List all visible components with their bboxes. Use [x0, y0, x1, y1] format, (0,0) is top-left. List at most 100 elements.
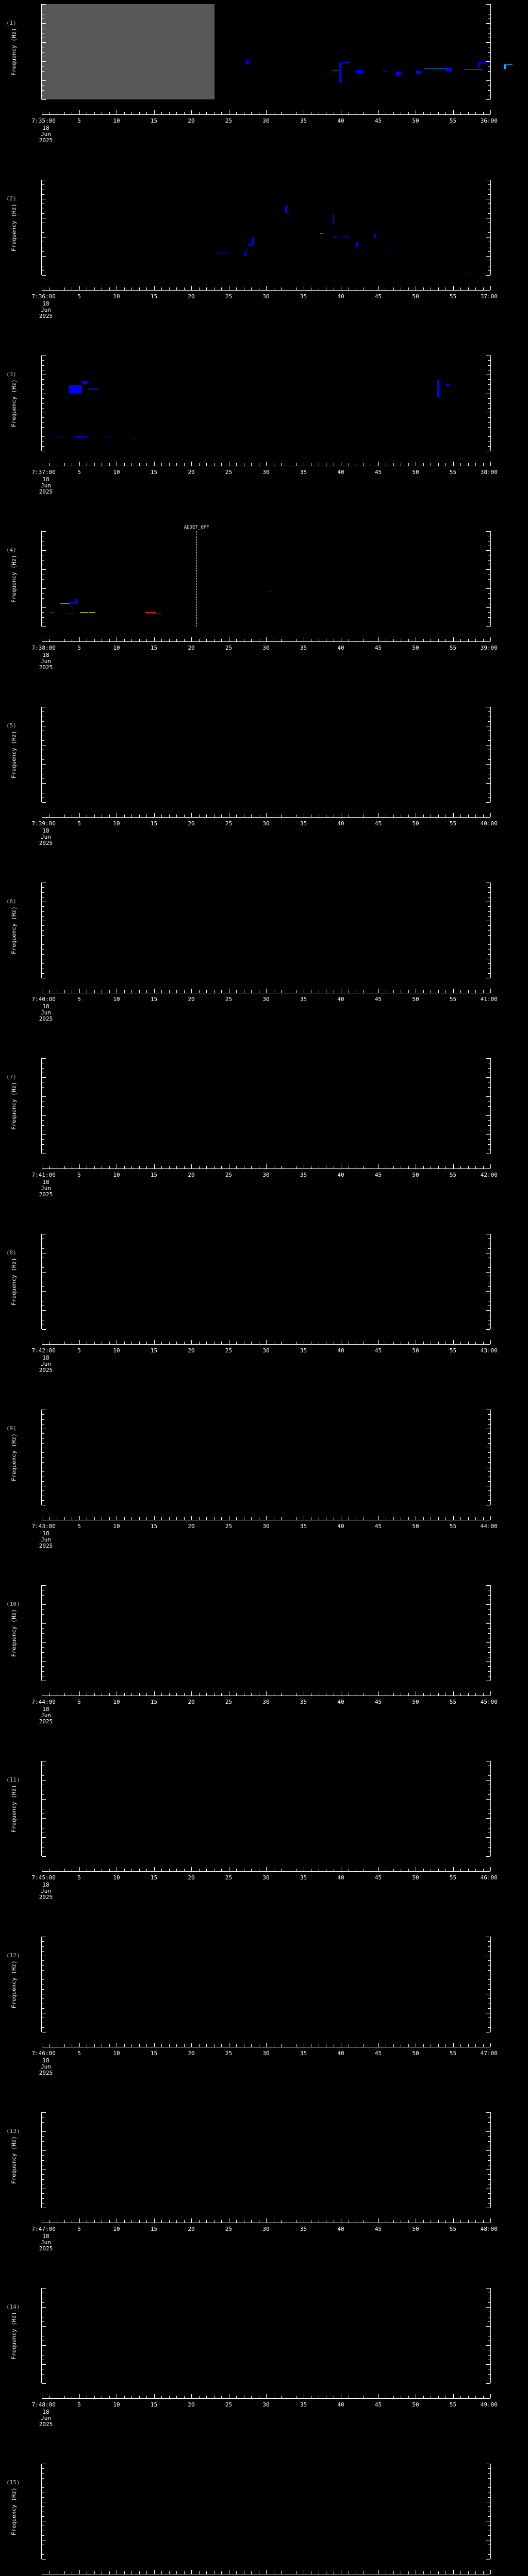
- panel-number: (13): [6, 2128, 20, 2134]
- panel-number: (7): [6, 1074, 16, 1080]
- x-axis-tick: [438, 2044, 439, 2047]
- y-axis-tick: [42, 2554, 44, 2555]
- x-axis-tick-label: 35: [300, 117, 307, 124]
- x-axis-tick: [146, 287, 147, 290]
- data-trace: [342, 236, 350, 237]
- y-axis-tick: [42, 617, 44, 618]
- x-axis-tick: [460, 639, 461, 641]
- x-axis-tick: [199, 990, 200, 993]
- x-axis-tick: [475, 1693, 476, 1696]
- x-axis-tick: [251, 1342, 252, 1344]
- x-axis-tick-label: 40: [337, 1523, 344, 1530]
- y-axis-tick: [42, 2193, 44, 2194]
- x-axis-tick: [490, 1691, 491, 1696]
- date-label: 18 Jun 2025: [39, 1179, 53, 1198]
- x-axis-tick: [453, 2394, 454, 2398]
- x-axis-tick: [221, 2044, 222, 2047]
- data-trace: [245, 60, 249, 64]
- x-axis-tick-label: 5: [77, 293, 81, 300]
- x-axis-tick-label: 10: [113, 1172, 120, 1178]
- y-axis-tick: [488, 1965, 490, 1966]
- x-axis-tick: [423, 2044, 424, 2047]
- x-axis-tick: [139, 1166, 140, 1168]
- date-label: 18 Jun 2025: [39, 1530, 53, 1549]
- x-axis-tick-label: 40: [337, 469, 344, 476]
- y-axis-tick: [42, 612, 44, 613]
- x-axis-tick-label: 47:00: [480, 2050, 498, 2057]
- x-axis-tick: [64, 639, 65, 641]
- x-axis-tick: [79, 2394, 80, 2398]
- y-axis-tick: [486, 1329, 490, 1330]
- x-axis-tick-label: 30: [262, 2401, 270, 2408]
- y-axis-tick: [488, 2321, 490, 2322]
- y-axis-tick: [488, 2141, 490, 2142]
- x-axis-tick: [131, 2044, 132, 2047]
- x-axis-tick: [393, 1869, 394, 1871]
- x-axis-tick: [169, 1342, 170, 1344]
- x-axis-tick: [191, 2218, 192, 2223]
- x-axis-tick: [206, 463, 207, 466]
- y-axis-tick: [42, 1115, 46, 1116]
- x-axis-tick: [206, 2396, 207, 2398]
- y-axis-tick: [42, 1490, 44, 1492]
- y-axis-tick: [486, 2150, 490, 2151]
- x-axis-tick-label: 50: [412, 1523, 419, 1530]
- y-axis-tick: [42, 184, 44, 185]
- x-axis-tick: [408, 2396, 409, 2398]
- y-axis-tick: [488, 2468, 490, 2469]
- y-axis-tick: [488, 360, 490, 361]
- x-axis-tick: [131, 1517, 132, 1520]
- y-axis-tick: [42, 911, 44, 912]
- x-axis-tick: [281, 287, 282, 290]
- x-axis-tick: [468, 112, 469, 114]
- y-axis-tick: [488, 740, 490, 741]
- x-axis-tick-label: 25: [225, 1699, 233, 1705]
- x-axis-tick: [169, 112, 170, 114]
- x-axis-tick-label: 7:46:00: [31, 2050, 56, 2057]
- y-axis-tick: [42, 379, 44, 380]
- x-axis-tick: [423, 1517, 424, 1520]
- y-axis-tick: [42, 531, 46, 532]
- y-axis-tick: [42, 2473, 44, 2474]
- x-axis-tick-label: 50: [412, 293, 419, 300]
- x-axis-tick-label: 45: [374, 2050, 382, 2057]
- y-axis-tick: [488, 2193, 490, 2194]
- x-axis-tick: [236, 1166, 237, 1168]
- x-axis-tick: [94, 2220, 95, 2223]
- x-axis-tick-label: 15: [150, 2401, 158, 2408]
- y-axis-spine-right: [486, 1937, 491, 2032]
- y-axis-tick: [488, 2122, 490, 2123]
- y-axis-tick: [42, 2027, 44, 2028]
- x-axis-tick: [154, 110, 155, 114]
- y-axis-tick: [486, 1291, 490, 1292]
- y-axis-tick: [42, 42, 46, 43]
- y-axis-spine-right: [486, 2288, 491, 2384]
- x-axis-tick: [266, 1691, 267, 1696]
- x-axis-tick: [460, 2220, 461, 2223]
- y-axis-spine-right: [486, 2464, 491, 2560]
- x-axis-tick-label: 15: [150, 996, 158, 1003]
- data-trace: [356, 242, 358, 247]
- x-axis-tick-label: 45: [374, 117, 382, 124]
- x-axis-tick: [281, 112, 282, 114]
- x-axis-tick: [154, 1516, 155, 1520]
- x-axis-tick-label: 55: [449, 1699, 457, 1705]
- x-axis-tick: [161, 639, 162, 641]
- x-axis-tick-label: 35: [300, 996, 307, 1003]
- y-axis-tick: [42, 427, 44, 428]
- x-axis-tick: [460, 2044, 461, 2047]
- y-axis-tick: [42, 1248, 44, 1249]
- x-axis-tick: [475, 287, 476, 290]
- y-axis-tick: [486, 99, 490, 100]
- y-axis-tick: [488, 1846, 490, 1848]
- y-axis-tick: [42, 1272, 46, 1273]
- x-axis-tick: [483, 2044, 484, 2047]
- y-axis-spine-right: [486, 1234, 491, 1330]
- x-axis-tick: [236, 990, 237, 993]
- x-axis-tick: [408, 1869, 409, 1871]
- x-axis-tick: [483, 1693, 484, 1696]
- x-axis-tick-label: 40: [337, 2401, 344, 2408]
- x-axis-tick-label: 20: [188, 117, 195, 124]
- y-axis-tick: [42, 1846, 44, 1848]
- x-axis-tick: [94, 1517, 95, 1520]
